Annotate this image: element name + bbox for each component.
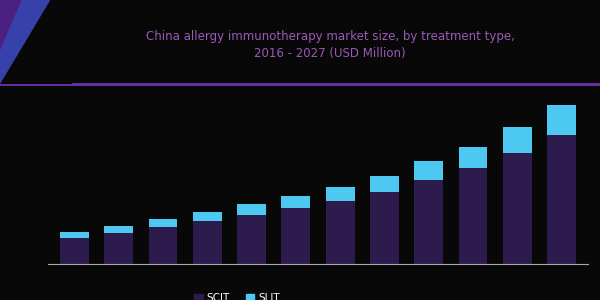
Bar — [326, 188, 355, 201]
Bar — [370, 176, 399, 192]
Bar — [547, 105, 576, 135]
Bar — [281, 208, 310, 264]
Bar — [149, 219, 178, 227]
Legend: SCIT, SLIT: SCIT, SLIT — [190, 289, 284, 300]
Bar — [193, 221, 222, 264]
Polygon shape — [0, 0, 50, 84]
Bar — [237, 204, 266, 215]
Bar — [547, 135, 576, 264]
Bar — [414, 161, 443, 181]
Bar — [193, 212, 222, 221]
Text: China allergy immunotherapy market size, by treatment type,
2016 - 2027 (USD Mil: China allergy immunotherapy market size,… — [146, 30, 514, 60]
Bar — [503, 153, 532, 264]
Bar — [458, 147, 487, 168]
Bar — [60, 238, 89, 264]
Bar — [60, 232, 89, 238]
Bar — [104, 233, 133, 264]
Bar — [104, 226, 133, 233]
Bar — [458, 168, 487, 264]
Bar — [370, 192, 399, 264]
Bar — [149, 227, 178, 264]
Polygon shape — [0, 0, 50, 84]
Bar — [503, 128, 532, 153]
Bar — [326, 201, 355, 264]
Bar — [414, 181, 443, 264]
Bar — [237, 215, 266, 264]
Bar — [281, 196, 310, 208]
